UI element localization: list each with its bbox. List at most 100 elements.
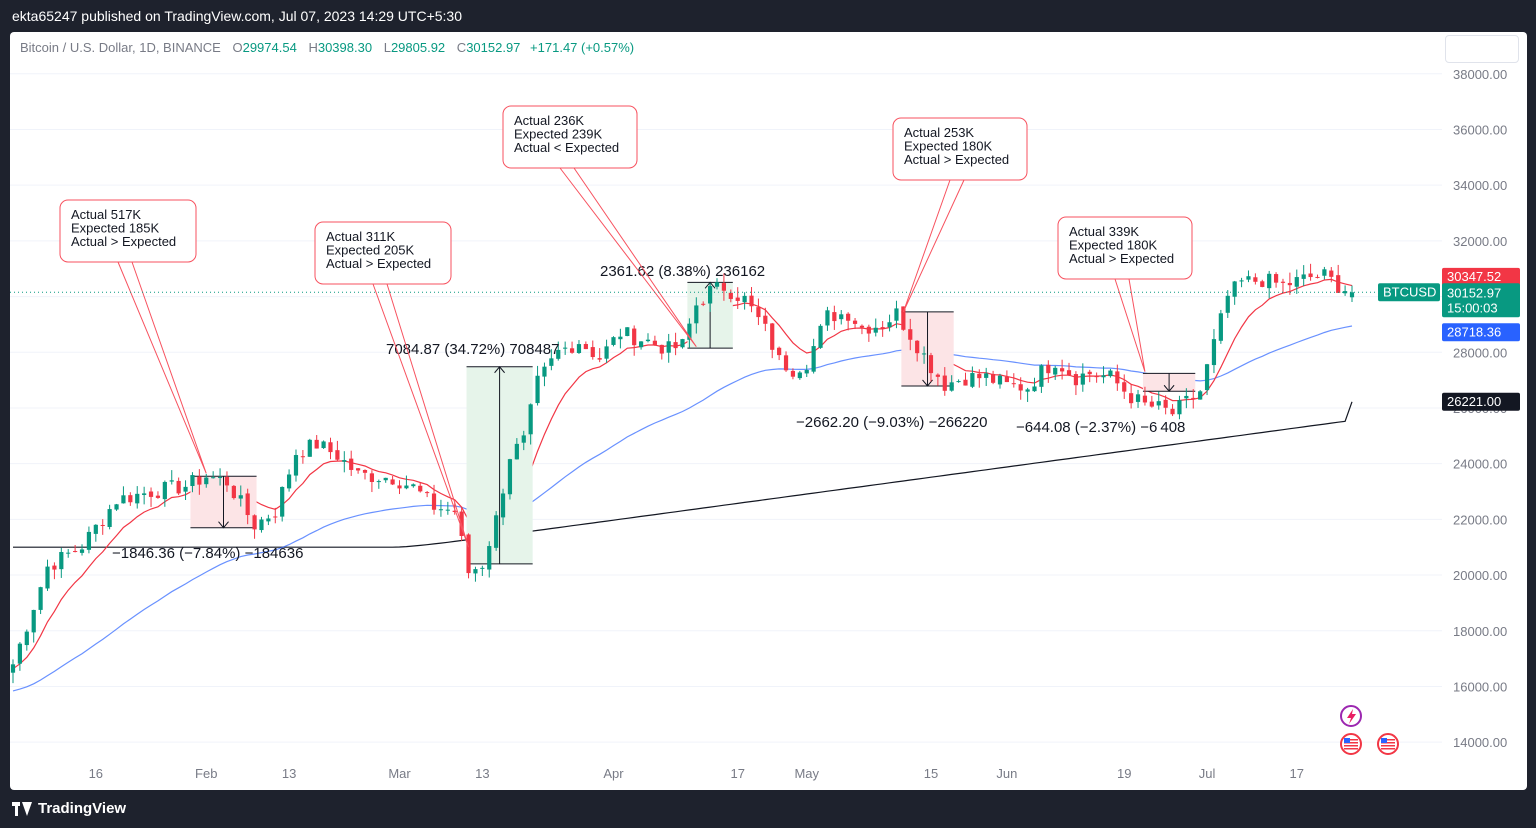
candle-body [1018, 384, 1023, 391]
low-label: L [383, 40, 391, 55]
candle-body [949, 382, 954, 391]
x-tick-label: 16 [89, 766, 103, 781]
candle [238, 485, 243, 507]
x-tick-label: 17 [730, 766, 744, 781]
candle-body [397, 485, 402, 489]
candlestick-chart[interactable]: −1846.36 (−7.84%) −184636 7084.87 (34.72%… [10, 32, 1527, 790]
candle [93, 524, 98, 542]
candle-body [1198, 391, 1203, 400]
candle-body [252, 515, 257, 530]
candle [507, 458, 513, 500]
candle [494, 511, 499, 551]
candle [811, 338, 816, 374]
candle-body [183, 486, 188, 492]
candle-body [990, 373, 996, 383]
candle [673, 332, 678, 356]
candle [314, 435, 319, 449]
candle [597, 348, 602, 363]
candle [356, 468, 361, 474]
symbol-tag-bg [1378, 283, 1440, 302]
candle [638, 341, 644, 350]
candle [293, 449, 299, 482]
candle-body [687, 323, 692, 340]
candle-body [638, 341, 644, 348]
candle [1018, 377, 1023, 400]
high-label: H [308, 40, 318, 55]
candle-body [390, 479, 395, 485]
flash-icon-bolt [1347, 709, 1356, 724]
callout-text: Actual 311K [326, 229, 395, 244]
y-tick-label: 24000.00 [1453, 457, 1507, 472]
candle-body [1039, 365, 1044, 387]
publish-bar: ekta65247 published on TradingView.com, … [0, 0, 1536, 32]
candle [383, 477, 388, 483]
candle [521, 430, 526, 451]
candle [286, 469, 292, 492]
candle [183, 480, 188, 500]
candle [52, 562, 57, 580]
candle-body [1025, 389, 1030, 392]
flag-ring [1377, 733, 1399, 755]
candle-body [556, 349, 561, 359]
candle-body [521, 435, 526, 443]
candle [10, 659, 16, 684]
candle [1218, 309, 1223, 344]
candle-body [314, 439, 319, 449]
candle [1066, 362, 1072, 377]
candle [1294, 269, 1299, 294]
symbol-name: Bitcoin / U.S. Dollar, 1D, BINANCE [20, 40, 221, 55]
candle-body [1060, 368, 1065, 372]
candle [576, 340, 582, 354]
chart-corner-button[interactable] [1445, 35, 1519, 63]
candle [569, 341, 575, 354]
candle-body [1301, 274, 1306, 279]
candle-body [935, 374, 940, 377]
callout-text: Expected 180K [904, 139, 993, 154]
candle [749, 287, 754, 313]
candle [280, 486, 285, 522]
candle [480, 565, 485, 577]
candle-body [1204, 364, 1210, 391]
flag-stripe [1344, 748, 1358, 750]
candle [859, 324, 865, 335]
candle [1060, 359, 1065, 380]
candle-body [1294, 277, 1299, 287]
candle-body [604, 346, 609, 359]
candle [777, 346, 782, 361]
change-value: +171.47 (+0.57%) [530, 40, 635, 55]
candle [735, 287, 740, 309]
candle [197, 469, 202, 495]
flag-stripe [1344, 742, 1358, 744]
candle-body [38, 587, 43, 610]
chart-icons [1340, 705, 1399, 755]
candle-body [880, 327, 885, 329]
candle-body [300, 456, 305, 458]
candle-body [66, 552, 71, 554]
candle-body [1329, 270, 1334, 277]
candle [176, 477, 181, 496]
candle-body [1177, 400, 1182, 415]
callout-text: Actual < Expected [514, 140, 619, 155]
candle-body [1135, 394, 1141, 402]
candle-body [93, 524, 98, 534]
callout-text: Actual > Expected [71, 234, 176, 249]
candle [466, 533, 471, 579]
candle-body [756, 307, 761, 318]
candle-body [728, 292, 733, 299]
candle [590, 340, 595, 360]
candle-body [280, 486, 285, 517]
candle [425, 491, 430, 498]
candle [224, 471, 230, 492]
candle [825, 306, 830, 331]
candle-body [1273, 274, 1279, 283]
us-flag-icon [1377, 733, 1399, 755]
candle-body [666, 341, 671, 353]
candle-body [466, 534, 471, 574]
candle [1122, 374, 1127, 399]
candle [604, 339, 609, 363]
candle [1315, 274, 1320, 279]
candle [818, 324, 823, 349]
candle [708, 282, 713, 312]
candle [694, 297, 699, 334]
chart-area[interactable]: −1846.36 (−7.84%) −184636 7084.87 (34.72%… [10, 32, 1527, 790]
